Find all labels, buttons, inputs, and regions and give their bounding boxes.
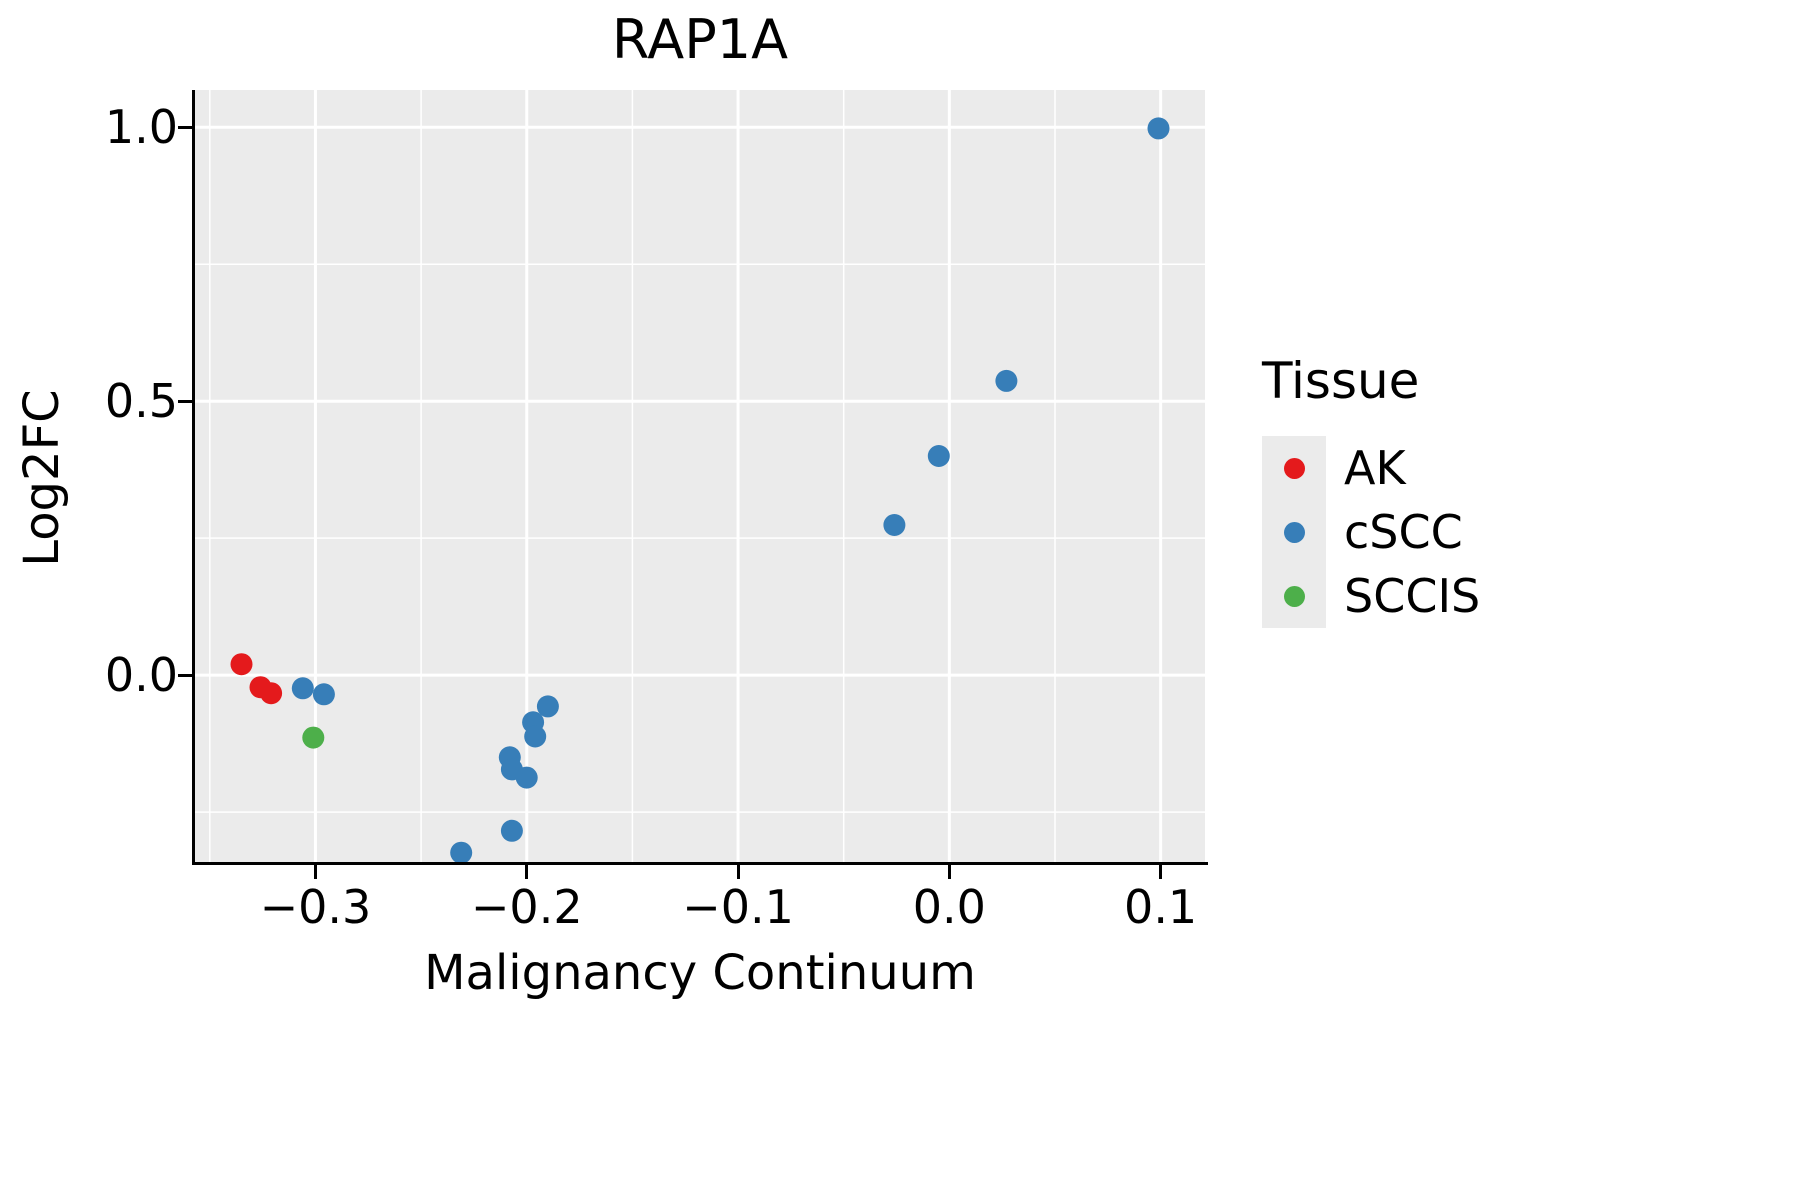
x-tick-label: −0.3 xyxy=(259,880,372,934)
data-point-cSCC xyxy=(524,725,547,748)
data-point-cSCC xyxy=(883,514,906,536)
scatter-plot xyxy=(195,90,1205,862)
legend-item-SCCIS: SCCIS xyxy=(1262,564,1480,628)
x-tick-mark xyxy=(947,865,951,879)
legend-item-label: SCCIS xyxy=(1344,569,1481,623)
data-point-cSCC xyxy=(312,683,335,706)
y-tick-mark xyxy=(178,125,192,129)
legend-key-box xyxy=(1262,564,1326,628)
x-tick-label: −0.2 xyxy=(470,880,583,934)
x-tick-label: 0.0 xyxy=(912,880,986,934)
x-tick-mark xyxy=(313,865,317,879)
y-tick-label: 0.5 xyxy=(104,374,178,429)
y-tick-mark xyxy=(178,673,192,677)
data-point-SCCIS xyxy=(302,726,325,749)
data-point-cSCC xyxy=(995,369,1018,392)
legend-item-cSCC: cSCC xyxy=(1262,500,1480,564)
x-tick-label: −0.1 xyxy=(682,880,794,934)
data-point-cSCC xyxy=(500,819,523,842)
x-tick-mark xyxy=(525,865,529,879)
legend: Tissue AK cSCC SCCIS xyxy=(1262,352,1480,628)
y-tick-label: 0.0 xyxy=(104,648,178,703)
legend-key-box xyxy=(1262,436,1326,500)
data-point-cSCC xyxy=(291,677,314,700)
plot-title: RAP1A xyxy=(611,8,789,71)
data-point-cSCC xyxy=(1147,117,1170,140)
y-tick-mark xyxy=(178,399,192,403)
legend-key-box xyxy=(1262,500,1326,564)
data-point-cSCC xyxy=(536,695,559,718)
data-point-cSCC xyxy=(450,841,473,862)
y-axis-label: Log2FC xyxy=(14,389,70,567)
y-axis-line xyxy=(192,90,195,865)
data-point-AK xyxy=(230,653,253,676)
legend-keys: AK cSCC SCCIS xyxy=(1262,436,1480,628)
legend-item-AK: AK xyxy=(1262,436,1480,500)
legend-title: Tissue xyxy=(1262,352,1420,410)
x-axis-label: Malignancy Continuum xyxy=(424,945,976,1001)
data-point-cSCC xyxy=(515,766,538,789)
x-tick-label: 0.1 xyxy=(1124,880,1198,934)
data-point-AK xyxy=(260,682,283,705)
x-tick-mark xyxy=(1159,865,1163,879)
legend-item-label: AK xyxy=(1344,441,1406,495)
plot-panel xyxy=(195,90,1205,862)
x-axis-line xyxy=(192,862,1208,865)
legend-key-dot-icon xyxy=(1283,585,1305,607)
y-tick-label: 1.0 xyxy=(104,100,178,155)
legend-item-label: cSCC xyxy=(1344,505,1463,559)
x-tick-mark xyxy=(736,865,740,879)
legend-key-dot-icon xyxy=(1283,457,1305,479)
data-point-cSCC xyxy=(927,445,950,467)
legend-key-dot-icon xyxy=(1283,521,1305,543)
